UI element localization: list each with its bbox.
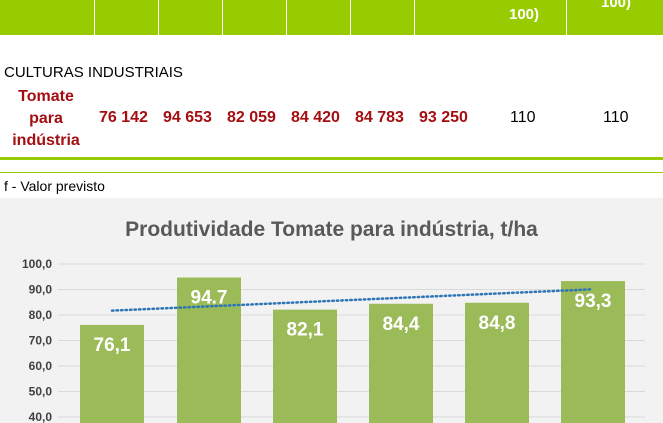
footnote: f - Valor previsto xyxy=(4,178,105,194)
header-divider xyxy=(414,0,415,35)
y-tick-label: 100,0 xyxy=(22,257,52,271)
y-tick-label: 60,0 xyxy=(29,359,53,373)
row-value-5: 84 783 xyxy=(355,109,404,126)
bar xyxy=(273,309,337,423)
y-tick-label: 70,0 xyxy=(29,334,53,348)
row-value-1: 76 142 xyxy=(99,109,148,126)
bar-chart: 100,0 90,0 80,0 70,0 60,0 50,0 40,0 76,1 94.7 82… xyxy=(22,257,645,423)
bar xyxy=(465,302,529,423)
bar xyxy=(369,303,433,423)
header-divider xyxy=(158,0,159,35)
table-header-band xyxy=(0,0,663,35)
row-label-line-2: para xyxy=(29,110,63,127)
bar-data-label: 84,4 xyxy=(383,314,420,335)
y-tick-label: 50,0 xyxy=(29,385,53,399)
row-value-4: 84 420 xyxy=(291,109,340,126)
header-divider xyxy=(94,0,95,35)
y-tick-label: 80,0 xyxy=(29,308,53,322)
y-tick-label: 40,0 xyxy=(29,410,53,423)
header-fragment-2: 100) xyxy=(600,0,632,11)
bar xyxy=(177,277,241,423)
row-index-2: 110 xyxy=(603,109,629,126)
bar-data-label: 76,1 xyxy=(94,335,131,356)
bar-data-label: 93,3 xyxy=(575,291,612,312)
row-label-line-3: indústria xyxy=(12,132,80,149)
table-bottom-line xyxy=(0,157,663,160)
row-index-1: 110 xyxy=(510,109,536,126)
row-value-3: 82 059 xyxy=(227,109,276,126)
bar-data-label: 84,8 xyxy=(479,313,516,334)
bar xyxy=(561,281,625,423)
section-title: CULTURAS INDUSTRIAIS xyxy=(4,64,183,81)
table-bottom-line-thin xyxy=(0,172,663,173)
row-value-2: 94 653 xyxy=(163,109,212,126)
row-value-6: 93 250 xyxy=(419,109,468,126)
y-tick-label: 90,0 xyxy=(29,283,53,297)
bar-data-label: 82,1 xyxy=(287,320,324,341)
header-divider xyxy=(350,0,351,35)
chart-title: Produtividade Tomate para indústria, t/h… xyxy=(125,218,538,241)
row-label: Tomate para indústria xyxy=(0,86,92,152)
header-fragment-1: 100) xyxy=(508,6,540,23)
trendline xyxy=(110,288,595,312)
row-label-line-1: Tomate xyxy=(18,88,74,105)
header-divider xyxy=(286,0,287,35)
bar xyxy=(80,324,144,423)
header-divider xyxy=(222,0,223,35)
bar-data-label: 94.7 xyxy=(191,288,228,309)
header-divider xyxy=(566,0,567,35)
